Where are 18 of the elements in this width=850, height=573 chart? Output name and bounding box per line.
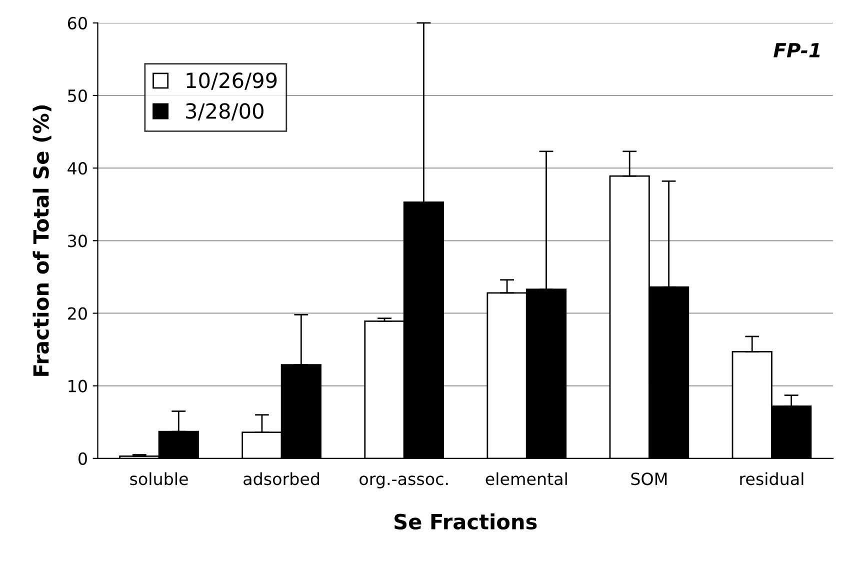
legend-label: 10/26/99 — [186, 72, 277, 90]
y-tick-label: 20 — [68, 307, 87, 320]
y-tick-label: 0 — [78, 452, 87, 465]
y-tick-label: 50 — [68, 89, 87, 102]
x-tick-label: soluble — [130, 472, 188, 486]
x-tick-label: adsorbed — [244, 472, 320, 486]
x-tick-label: org.-assoc. — [360, 476, 448, 488]
y-tick-label: 10 — [68, 380, 87, 392]
y-tick-label: 40 — [68, 162, 87, 175]
y-tick-label: 30 — [68, 234, 87, 248]
x-tick-label: SOM — [631, 472, 667, 486]
legend-label: 3/28/00 — [186, 103, 264, 120]
y-axis-title: Fraction of Total Se (%) — [32, 105, 52, 376]
x-tick-label: elemental — [486, 472, 567, 486]
x-tick-label: residual — [740, 472, 804, 486]
x-axis-title: Se Fractions — [394, 513, 537, 530]
annotation: FP-1 — [774, 43, 820, 58]
y-tick-label: 60 — [68, 16, 87, 30]
